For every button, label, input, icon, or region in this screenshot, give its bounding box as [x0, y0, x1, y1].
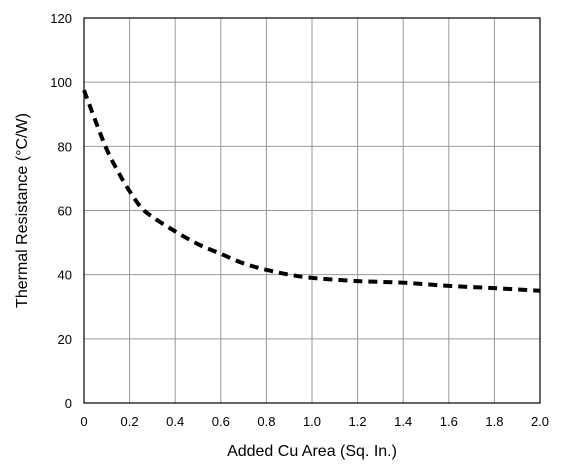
x-tick-label: 0.6 — [212, 414, 230, 429]
x-tick-label: 0.4 — [166, 414, 184, 429]
plot-frame — [83, 17, 541, 404]
x-tick-label: 1.0 — [303, 414, 321, 429]
y-tick-label: 40 — [58, 268, 72, 283]
x-axis-title: Added Cu Area (Sq. In.) — [227, 443, 397, 460]
series-layer — [82, 89, 541, 293]
y-tick-label: 80 — [58, 139, 72, 154]
x-tick-label: 0 — [80, 414, 87, 429]
y-tick-labels: 0 20 40 60 80 100 120 — [50, 11, 72, 411]
x-tick-label: 1.6 — [440, 414, 458, 429]
y-tick-label: 100 — [50, 75, 72, 90]
x-tick-label: 0.2 — [121, 414, 139, 429]
x-tick-label: 1.4 — [394, 414, 412, 429]
y-tick-label: 120 — [50, 11, 72, 26]
y-tick-label: 20 — [58, 332, 72, 347]
grid — [83, 17, 541, 404]
y-axis-title: Thermal Resistance (°C/W) — [14, 113, 31, 308]
y-tick-label: 60 — [58, 204, 72, 219]
x-tick-label: 2.0 — [531, 414, 549, 429]
y-tick-label: 0 — [65, 396, 72, 411]
x-tick-label: 1.8 — [485, 414, 503, 429]
x-tick-label: 1.2 — [349, 414, 367, 429]
x-tick-label: 0.8 — [257, 414, 275, 429]
series-line — [82, 89, 541, 293]
x-tick-labels: 0 0.2 0.4 0.6 0.8 1.0 1.2 1.4 1.6 1.8 2.0 — [80, 414, 549, 429]
